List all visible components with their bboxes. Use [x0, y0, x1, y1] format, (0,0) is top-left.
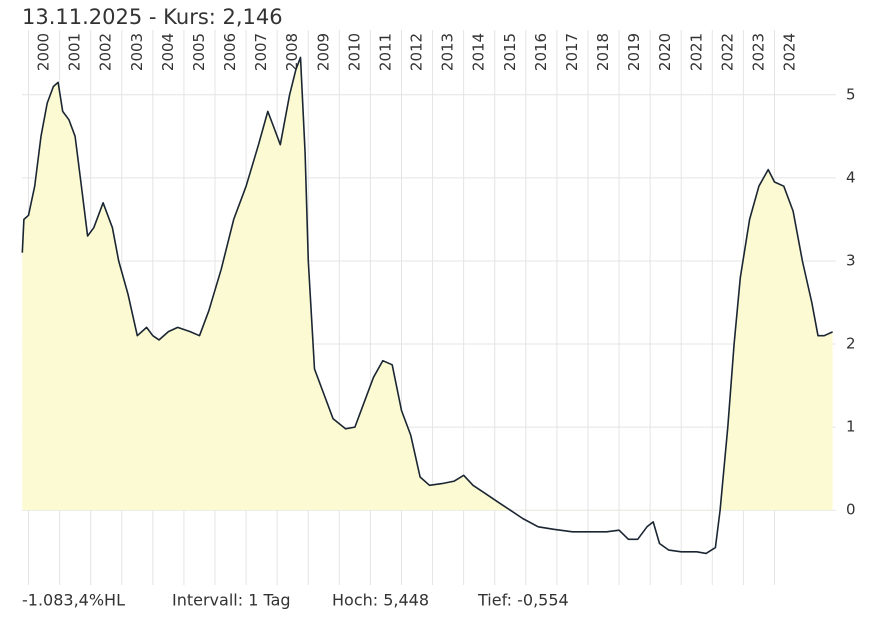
- x-tick-label: 2008: [283, 33, 301, 71]
- x-tick-label: 2006: [221, 33, 239, 71]
- y-tick-label: 4: [846, 168, 856, 186]
- x-tick-label: 2013: [439, 33, 457, 71]
- x-tick-label: 2020: [656, 33, 674, 71]
- x-tick-label: 2019: [625, 33, 643, 71]
- x-tick-label: 2011: [376, 33, 394, 71]
- x-tick-label: 2012: [408, 33, 426, 71]
- chart-title: 13.11.2025 - Kurs: 2,146: [22, 5, 283, 29]
- x-tick-label: 2014: [470, 33, 488, 71]
- x-tick-label: 2016: [532, 33, 550, 71]
- x-tick-label: 2007: [252, 33, 270, 71]
- y-tick-label: 3: [846, 251, 856, 269]
- x-tick-label: 2017: [563, 33, 581, 71]
- footer-text: Hoch: 5,448: [332, 591, 429, 610]
- x-tick-label: 2018: [594, 33, 612, 71]
- x-tick-label: 2001: [66, 33, 84, 71]
- x-tick-label: 2021: [687, 33, 705, 71]
- x-tick-label: 2003: [128, 33, 146, 71]
- footer-text: Tief: -0,554: [477, 591, 569, 610]
- y-tick-label: 2: [846, 335, 856, 353]
- x-tick-label: 2004: [159, 33, 177, 71]
- y-tick-label: 5: [846, 85, 856, 103]
- x-tick-label: 2023: [749, 33, 767, 71]
- x-tick-label: 2005: [190, 33, 208, 71]
- x-tick-label: 2009: [314, 33, 332, 71]
- line: [21, 56, 833, 555]
- x-tick-label: 2015: [501, 33, 519, 71]
- footer-text: -1.083,4%HL: [22, 591, 125, 610]
- x-tick-label: 2022: [718, 33, 736, 71]
- footer-text: Intervall: 1 Tag: [172, 591, 291, 610]
- x-tick-label: 2024: [781, 33, 799, 71]
- x-tick-label: 2002: [97, 33, 115, 71]
- y-tick-label: 1: [846, 418, 856, 436]
- area: [22, 57, 833, 511]
- y-tick-label: 0: [846, 501, 856, 519]
- x-tick-label: 2000: [35, 33, 53, 71]
- x-tick-label: 2010: [345, 33, 363, 71]
